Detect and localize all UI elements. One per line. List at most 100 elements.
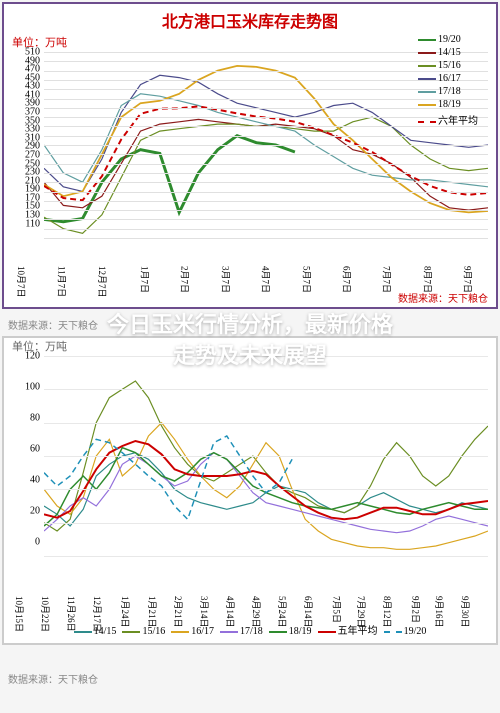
chart2-wrap: 单位：万吨02040608010012010月15日10月22日11月26日12… — [0, 336, 500, 645]
x-tick: 8月7日 — [421, 266, 434, 293]
grid-line — [44, 164, 488, 165]
legend-label: 16/17 — [191, 626, 214, 637]
legend-swatch — [318, 631, 336, 633]
grid-line — [44, 489, 488, 490]
x-tick: 12月17日 — [91, 596, 104, 632]
y-tick: 20 — [30, 506, 40, 517]
grid-line — [44, 182, 488, 183]
legend-swatch — [418, 121, 436, 123]
legend-label: 18/19 — [438, 99, 461, 110]
x-tick: 11月7日 — [56, 266, 69, 297]
y-tick: 0 — [35, 537, 40, 548]
legend-label: 15/16 — [142, 626, 165, 637]
legend-label: 19/20 — [404, 626, 427, 637]
series-line — [44, 119, 488, 210]
legend-swatch — [418, 65, 436, 67]
series-line — [44, 441, 488, 519]
legend-label: 五年平均 — [338, 626, 378, 637]
legend-item: 15/16 — [122, 626, 165, 637]
x-tick: 9月16日 — [433, 596, 446, 628]
grid-line — [44, 456, 488, 457]
legend-item: 19/20 — [418, 34, 490, 45]
x-tick: 1月24日 — [120, 596, 133, 628]
overlay-title: 今日玉米行情分析，最新价格走势及未来展望 — [25, 310, 475, 372]
legend-item: 14/15 — [418, 47, 490, 58]
x-tick: 9月30日 — [459, 596, 472, 628]
x-tick: 4月29日 — [250, 596, 263, 628]
legend-item: 18/19 — [269, 626, 312, 637]
legend-label: 六年平均 — [438, 116, 478, 127]
legend-item: 15/16 — [418, 60, 490, 71]
x-tick: 6月7日 — [340, 266, 353, 293]
legend-swatch — [122, 631, 140, 633]
legend-item: 16/17 — [171, 626, 214, 637]
x-tick: 9月7日 — [461, 266, 474, 293]
x-tick: 4月7日 — [260, 266, 273, 293]
plot-area — [44, 356, 488, 556]
x-tick: 7月7日 — [381, 266, 394, 293]
x-axis: 10月7日11月7日12月7日1月7日2月7日3月7日4月7日5月7日6月7日7… — [44, 266, 488, 284]
x-tick: 9月2日 — [409, 596, 422, 623]
legend-item: 18/19 — [418, 99, 490, 110]
legend: 19/20 14/15 15/16 16/17 17/18 18/19 六年平均 — [418, 32, 490, 129]
grid-line — [44, 219, 488, 220]
grid-line — [44, 229, 488, 230]
legend-item: 五年平均 — [318, 622, 378, 637]
legend-swatch — [418, 52, 436, 54]
chart-box: 单位：万吨02040608010012010月15日10月22日11月26日12… — [2, 336, 498, 645]
grid-line — [44, 556, 488, 557]
legend-item: 17/18 — [418, 86, 490, 97]
overlay-line2: 走势及未来展望 — [25, 341, 475, 372]
chart-title: 北方港口玉米库存走势图 — [4, 4, 496, 34]
x-tick: 12月7日 — [96, 266, 109, 298]
y-tick: 60 — [30, 444, 40, 455]
grid-line — [44, 173, 488, 174]
legend-swatch — [418, 78, 436, 80]
y-tick: 100 — [25, 382, 40, 393]
grid-line — [44, 154, 488, 155]
series-line — [44, 117, 488, 233]
x-tick: 8月12日 — [381, 596, 394, 628]
x-tick: 4月14日 — [224, 596, 237, 628]
grid-line — [44, 523, 488, 524]
footer-source: 数据来源：天下粮仓 — [0, 647, 500, 694]
x-tick: 11月26日 — [65, 596, 78, 632]
grid-line — [44, 389, 488, 390]
x-tick: 2月21日 — [172, 596, 185, 628]
grid-line — [44, 210, 488, 211]
x-tick: 6月14日 — [303, 596, 316, 628]
legend-swatch — [418, 39, 436, 41]
x-tick: 3月7日 — [219, 266, 232, 293]
x-tick: 10月7日 — [15, 266, 28, 298]
legend-item: 16/17 — [418, 73, 490, 84]
legend-swatch — [171, 631, 189, 633]
legend-swatch — [418, 104, 436, 106]
legend-label: 18/19 — [289, 626, 312, 637]
grid-line — [44, 136, 488, 137]
grid-line — [44, 423, 488, 424]
chart-area: 1101301501701902102302502702903103303503… — [12, 52, 488, 284]
x-tick: 1月21日 — [146, 596, 159, 628]
legend-item: 19/20 — [384, 626, 427, 637]
y-axis: 020406080100120 — [12, 356, 44, 596]
x-tick: 10月15日 — [13, 596, 26, 632]
legend-label: 14/15 — [438, 47, 461, 58]
x-axis: 10月15日10月22日11月26日12月17日1月24日1月21日2月21日3… — [44, 596, 488, 614]
legend-label: 15/16 — [438, 60, 461, 71]
grid-line — [44, 201, 488, 202]
x-tick: 10月22日 — [39, 596, 52, 632]
legend-label: 19/20 — [438, 34, 461, 45]
x-tick: 5月7日 — [300, 266, 313, 293]
legend-swatch — [384, 631, 402, 633]
y-tick: 510 — [25, 47, 40, 58]
x-tick: 1月7日 — [139, 266, 152, 293]
chart-box: 北方港口玉米库存走势图单位：万吨110130150170190210230250… — [2, 2, 498, 309]
x-tick: 2月7日 — [179, 266, 192, 293]
x-tick: 7月5日 — [331, 596, 344, 623]
y-tick: 40 — [30, 475, 40, 486]
legend-item: 17/18 — [220, 626, 263, 637]
legend-label: 16/17 — [438, 73, 461, 84]
legend-item: 六年平均 — [418, 112, 490, 127]
grid-line — [44, 238, 488, 239]
legend-swatch — [220, 631, 238, 633]
